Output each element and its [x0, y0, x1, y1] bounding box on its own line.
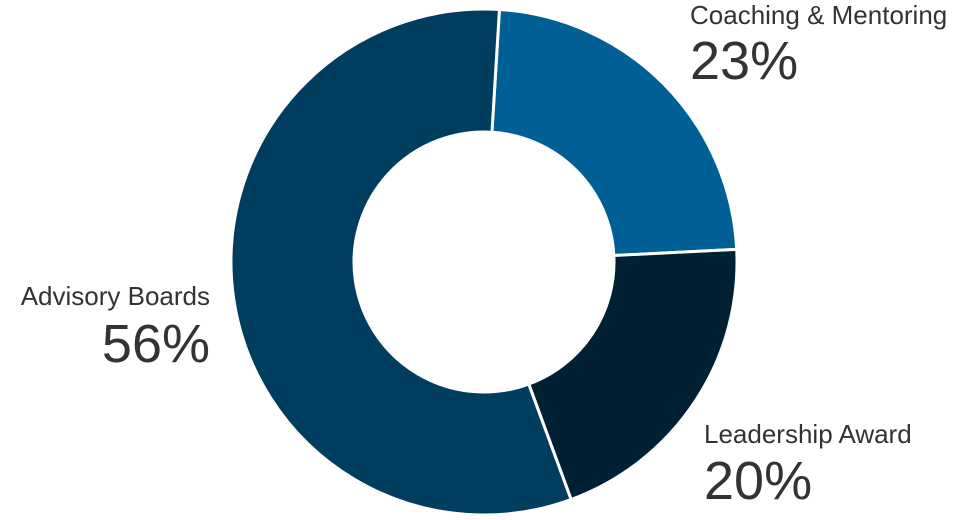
slice-label-advisory-boards: Advisory Boards: [21, 281, 210, 311]
slice-value-coaching-mentoring: 23%: [690, 31, 798, 91]
slice-value-leadership-award: 20%: [704, 451, 812, 511]
slice-value-advisory-boards: 56%: [102, 314, 210, 374]
slice-label-leadership-award: Leadership Award: [704, 419, 912, 449]
donut-slice-advisory-boards: [229, 7, 574, 517]
donut-slice-leadership-award: [526, 247, 739, 502]
slice-label-coaching-mentoring: Coaching & Mentoring: [690, 0, 947, 30]
donut-slices: [229, 7, 739, 517]
donut-slice-coaching-mentoring: [490, 7, 739, 258]
